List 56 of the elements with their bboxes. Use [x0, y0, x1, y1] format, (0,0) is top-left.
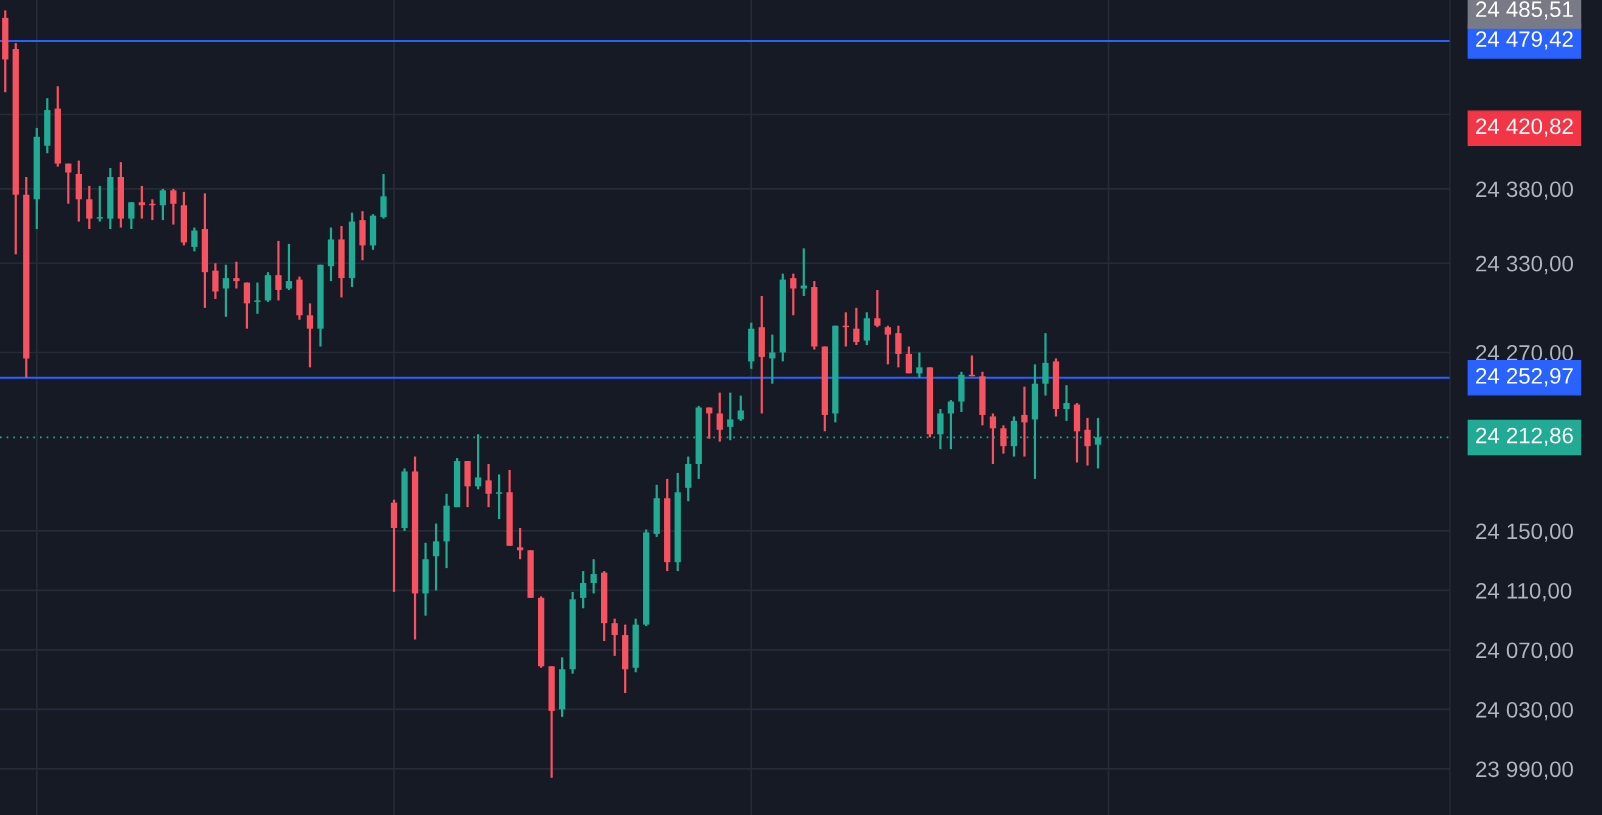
candlestick [611, 617, 618, 657]
candlestick [895, 324, 902, 369]
y-tick-label: 24 030,00 [1476, 701, 1573, 721]
candlestick [790, 272, 797, 317]
y-tick-label: 24 420,82 [1476, 118, 1573, 137]
y-tick-label: 24 380,00 [1476, 181, 1573, 200]
candlestick [275, 239, 282, 302]
y-tick-label: 23 990,00 [1476, 761, 1573, 780]
candlestick [495, 473, 503, 521]
candlestick [191, 226, 198, 253]
candlestick [685, 455, 692, 503]
candlestick [1063, 384, 1070, 422]
candlestick [874, 288, 881, 329]
candlestick [916, 351, 923, 379]
candlestick [138, 184, 145, 220]
candlestick [285, 242, 293, 292]
y-tick-label: 24 110,00 [1476, 582, 1572, 602]
candlestick [800, 247, 807, 298]
candlestick [716, 391, 723, 443]
candlestick [96, 184, 103, 223]
text: 24 485,51 [1476, 1, 1573, 20]
candlestick [212, 262, 219, 301]
candlestick [170, 187, 177, 226]
candlestick [233, 260, 240, 290]
candlestick [254, 281, 261, 315]
candlestick [380, 172, 387, 220]
candlestick [737, 394, 744, 422]
ref-line-label: 24 212,86 [1476, 427, 1573, 447]
candlestick [1042, 332, 1049, 397]
candlestick [1000, 424, 1007, 455]
candlestick [86, 184, 93, 231]
candlestick [937, 407, 944, 451]
candlestick [989, 412, 997, 466]
candlestick [853, 306, 860, 347]
candlestick [128, 201, 135, 231]
candlestick [884, 324, 892, 366]
y-tick-label: 24 070,00 [1476, 642, 1573, 661]
candlestick [65, 162, 72, 205]
candlestick [1021, 385, 1028, 458]
candlestick [159, 187, 167, 222]
candlestick [306, 302, 314, 369]
candlestick [580, 569, 587, 610]
candlestick [243, 281, 251, 330]
candlestick [905, 345, 913, 375]
candlestick [432, 522, 440, 592]
y-tick-label: 24 150,00 [1476, 523, 1573, 542]
ref-line-label: 24 479,42 [1476, 31, 1573, 50]
candlestick [863, 311, 870, 347]
y-tick-label: 24 330,00 [1476, 255, 1573, 275]
candlestick [590, 558, 597, 595]
candlestick [222, 263, 230, 318]
candlestick [516, 526, 524, 561]
candlestick [485, 462, 492, 509]
candlestick [1084, 416, 1091, 467]
ref-line-label: 24 252,97 [1476, 368, 1573, 387]
candlestick [769, 333, 776, 385]
